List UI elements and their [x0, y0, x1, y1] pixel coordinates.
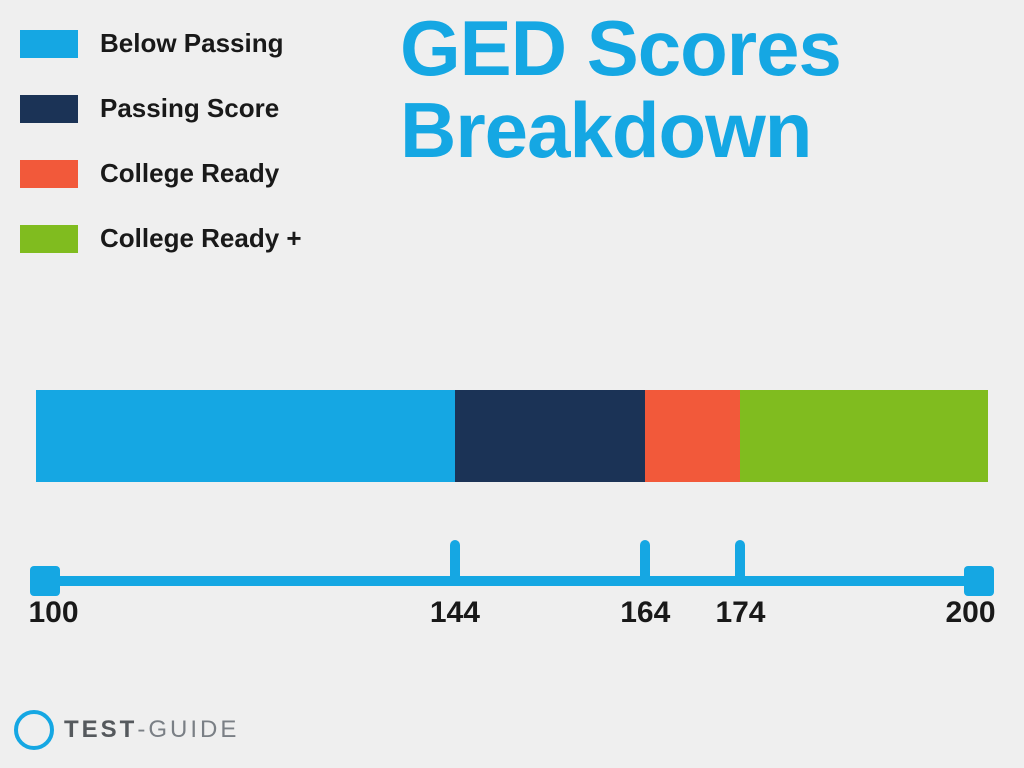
footer-brand-text: TEST-GUIDE [64, 716, 239, 744]
axis-tick-174 [735, 540, 745, 580]
legend-swatch [20, 95, 78, 123]
legend-item-below-passing: Below Passing [20, 28, 302, 59]
axis-endcap-max [964, 566, 994, 596]
legend-label: College Ready [100, 158, 279, 189]
legend-item-college-ready-plus: College Ready + [20, 223, 302, 254]
axis-label-164: 164 [620, 596, 670, 630]
score-bar [36, 390, 988, 482]
legend-label: Below Passing [100, 28, 284, 59]
axis-tick-144 [450, 540, 460, 580]
bar-segment-passing-score [455, 390, 645, 482]
legend: Below Passing Passing Score College Read… [20, 28, 302, 288]
legend-swatch [20, 225, 78, 253]
axis-tick-164 [640, 540, 650, 580]
axis-line [36, 576, 988, 586]
legend-item-college-ready: College Ready [20, 158, 302, 189]
legend-swatch [20, 30, 78, 58]
bar-segment-college-ready-plus [740, 390, 988, 482]
legend-item-passing-score: Passing Score [20, 93, 302, 124]
axis-label-174: 174 [715, 596, 765, 630]
bar-segment-below-passing [36, 390, 455, 482]
legend-label: College Ready + [100, 223, 302, 254]
title-line-1: GED Scores [400, 8, 841, 90]
footer-brand-rest: -GUIDE [137, 716, 239, 743]
axis-endcap-min [30, 566, 60, 596]
bar-segment-college-ready [645, 390, 740, 482]
title-line-2: Breakdown [400, 90, 841, 172]
score-axis: 100 144 164 174 200 [36, 540, 988, 620]
axis-label-max: 200 [945, 596, 995, 630]
page-title: GED Scores Breakdown [400, 8, 841, 172]
legend-label: Passing Score [100, 93, 279, 124]
brand-logo-icon [14, 710, 54, 750]
axis-label-min: 100 [28, 596, 78, 630]
axis-label-144: 144 [430, 596, 480, 630]
footer-brand-bold: TEST [64, 716, 137, 743]
footer-brand: TEST-GUIDE [14, 710, 239, 750]
legend-swatch [20, 160, 78, 188]
